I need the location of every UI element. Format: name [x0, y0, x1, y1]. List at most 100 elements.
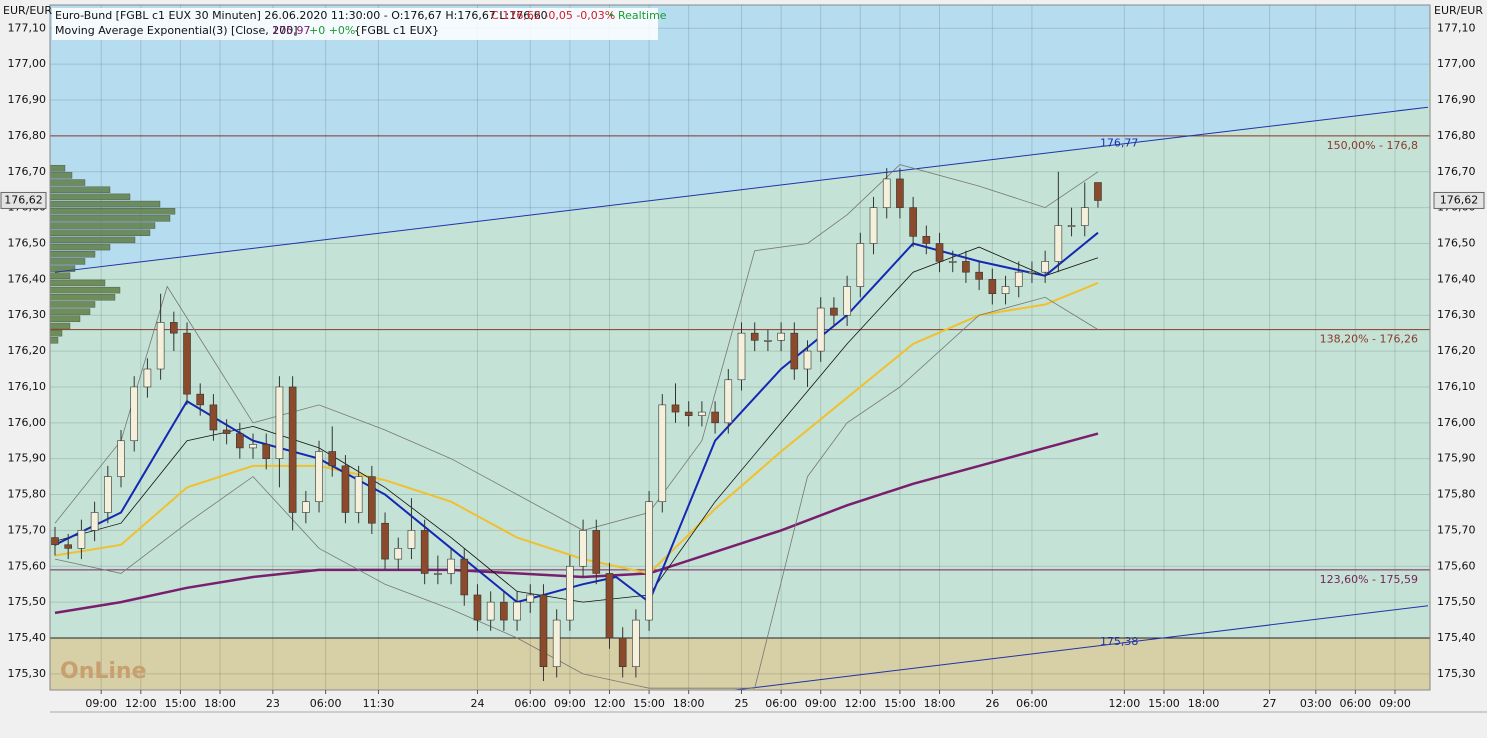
candle-body	[486, 601, 495, 621]
y-tick-label: 176,30	[8, 308, 47, 321]
y-tick-label: 176,70	[8, 165, 47, 178]
last-price-label: 176,62	[1440, 193, 1479, 206]
x-tick-label: 06:00	[765, 697, 797, 710]
plot-frame	[49, 4, 1431, 691]
y-tick-label: 176,40	[1437, 272, 1476, 285]
level-label: 123,60% - 175,59	[1320, 573, 1418, 586]
candle-body	[117, 440, 125, 477]
candle-body	[368, 476, 376, 524]
volume-profile-bar	[50, 229, 151, 236]
trendline	[734, 605, 1429, 690]
y-tick-label: 177,10	[8, 21, 47, 34]
candle-body	[724, 379, 733, 424]
candle-body	[869, 207, 878, 244]
zone-beige	[50, 637, 1430, 690]
candle-body	[434, 573, 442, 575]
candle-body	[658, 404, 667, 503]
y-tick-label: 176,80	[1437, 129, 1476, 142]
y-tick-label: 175,60	[1437, 559, 1476, 572]
candle-body	[64, 544, 73, 549]
y-tick-label: 175,50	[1437, 595, 1476, 608]
volume-profile-bar	[50, 258, 86, 265]
candle-body	[632, 619, 640, 667]
x-tick-label: 06:00	[1016, 697, 1048, 710]
candle-body	[843, 286, 851, 316]
volume-profile-bar	[50, 208, 176, 215]
candle-body	[764, 340, 772, 342]
plot: 150,00% - 176,8 138,20% - 176,26 123,60% -…	[50, 5, 1430, 690]
y-tick-label: 175,30	[1437, 667, 1476, 680]
candle-body	[711, 411, 719, 424]
y-tick-label: 175,80	[1437, 488, 1476, 501]
candle-body	[77, 530, 86, 549]
candle-body	[209, 404, 218, 431]
candle-body	[552, 619, 561, 667]
y-tick-label: 175,70	[1437, 523, 1476, 536]
candle-body	[803, 350, 812, 370]
trendline-label: 175,38	[1100, 635, 1139, 648]
y-tick-label: 175,50	[8, 595, 47, 608]
volume-profile-bar	[50, 193, 131, 201]
x-tick-label: 12:00	[594, 697, 626, 710]
candle-body	[645, 501, 653, 621]
candle-body	[1041, 261, 1049, 273]
x-tick-label: 26	[985, 697, 999, 710]
x-tick-label: 18:00	[204, 697, 236, 710]
x-tick-label: 15:00	[884, 697, 916, 710]
y-tick-label: 176,80	[8, 129, 47, 142]
y-tick-label: 175,40	[8, 631, 47, 644]
candle-body	[1001, 286, 1010, 295]
volume-profile-bar	[50, 301, 96, 308]
x-tick-label: 15:00	[633, 697, 665, 710]
volume-profile-bar	[50, 272, 71, 279]
y-tick-label: 175,60	[8, 559, 47, 572]
candle-body	[830, 307, 838, 316]
trendline	[54, 106, 1429, 273]
y-tick-label: 176,30	[1437, 308, 1476, 321]
volume-profile-bar	[50, 308, 91, 315]
title: Euro-Bund [FGBL c1 EUX 30 Minuten] 26.06…	[55, 9, 548, 22]
x-tick-label: 24	[470, 697, 484, 710]
y-tick-label: 177,00	[1437, 57, 1476, 70]
candle-body	[750, 332, 759, 341]
candle-body	[671, 404, 680, 413]
y-tick-label: 175,80	[8, 488, 47, 501]
candle-body	[737, 332, 746, 381]
x-tick-label: 15:00	[1148, 697, 1180, 710]
volume-profile-bar	[50, 215, 171, 222]
y-tick-label: 177,10	[1437, 21, 1476, 34]
y-tick-label: 176,90	[8, 93, 47, 106]
y-tick-label: 176,20	[1437, 344, 1476, 357]
candle-body	[460, 558, 469, 596]
candle-body	[618, 637, 627, 667]
x-tick-label: 23	[266, 697, 280, 710]
ui: Euro-Bund [FGBL c1 EUX 30 Minuten] 26.06…	[3, 4, 1483, 684]
volume-profile-bar	[50, 164, 66, 172]
x-tick-label: 12:00	[1109, 697, 1141, 710]
candle-body	[354, 476, 363, 513]
y-tick-label: 175,40	[1437, 631, 1476, 644]
volume-profile-bar	[50, 337, 59, 344]
volume-profile-bar	[50, 315, 81, 323]
logo: OnLine	[60, 659, 147, 684]
zone-blue	[50, 5, 1430, 273]
volume-profile-bar	[50, 322, 71, 330]
candle-body	[249, 444, 257, 449]
x-tick-label: 18:00	[924, 697, 956, 710]
candle-body	[156, 322, 165, 370]
candle-body	[420, 530, 429, 574]
x-tick-label: 06:00	[1340, 697, 1372, 710]
y-tick-label: 176,10	[1437, 380, 1476, 393]
candle-body	[183, 332, 191, 395]
candle-body	[1080, 207, 1089, 226]
ma-line	[54, 164, 1099, 531]
volume-profile-bar	[50, 172, 73, 179]
x-tick-label: 09:00	[85, 697, 117, 710]
y-tick-label: 176,70	[1437, 165, 1476, 178]
candle-body	[816, 307, 825, 352]
x-tick-label: 27	[1263, 697, 1277, 710]
y-tick-label: 176,10	[8, 380, 47, 393]
x-tick-label: 03:00	[1300, 697, 1332, 710]
candle-body	[315, 451, 323, 503]
candle-body	[790, 332, 799, 370]
